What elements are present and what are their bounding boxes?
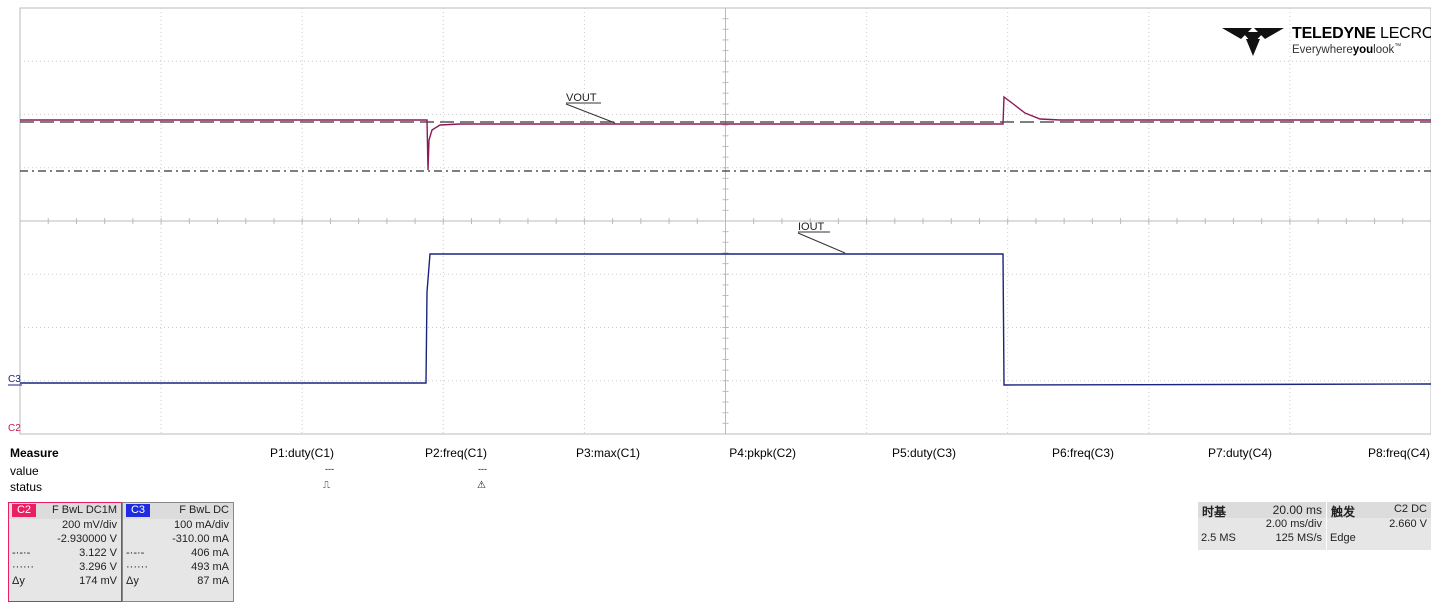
trigger-title: 触发 — [1331, 505, 1356, 519]
measure-table: Measure P1:duty(C1) P2:freq(C1) P3:max(C… — [0, 446, 1431, 498]
timebase-scale: 2.00 ms/div — [1265, 518, 1322, 530]
waveform-display[interactable]: VOUT IOUT C3 C2 TELEDYNE LECROY Everywhe… — [0, 0, 1431, 440]
measure-param-p4[interactable]: P4:pkpk(C2) — [729, 446, 796, 460]
channel2-descriptor[interactable]: C2 F BwL DC1M 200 mV/div -2.930000 V -·-… — [8, 502, 122, 602]
measure-param-p3[interactable]: P3:max(C1) — [575, 446, 640, 460]
measure-param-p2[interactable]: P2:freq(C1) — [424, 446, 487, 460]
c3-cursor1-symbol: -·-·- — [126, 547, 145, 559]
measure-param-p7[interactable]: P7:duty(C4) — [1207, 446, 1272, 460]
vout-label-leader — [565, 103, 616, 124]
measure-param-p8[interactable]: P8:freq(C4) — [1367, 446, 1430, 460]
p1-status-icon: ⎍ — [323, 480, 330, 491]
timebase-rate: 125 MS/s — [1275, 532, 1322, 544]
measure-param-p1[interactable]: P1:duty(C1) — [269, 446, 334, 460]
timebase-descriptor[interactable]: 时基 20.00 ms 2.00 ms/div 2.5 MS 125 MS/s — [1198, 502, 1326, 550]
vout-label: VOUT — [566, 92, 597, 104]
c3-cursor2-symbol: ······ — [126, 561, 148, 573]
measure-status-label: status — [10, 480, 43, 494]
brand-name: TELEDYNE LECROY — [1292, 25, 1431, 42]
measure-value-row: value --- --- — [10, 464, 1430, 480]
c2-cursor2-value: 3.296 V — [79, 561, 117, 573]
c3-offset: -310.00 mA — [172, 533, 229, 545]
brand-tagline: Everywhereyoulook™ — [1292, 43, 1402, 56]
measure-value-label: value — [10, 464, 39, 478]
c2-coupling: F BwL DC1M — [52, 504, 117, 516]
c3-delta-symbol: Δy — [126, 575, 139, 587]
c2-delta-value: 174 mV — [79, 575, 117, 587]
measure-param-p5[interactable]: P5:duty(C3) — [891, 446, 956, 460]
c3-badge: C3 — [126, 504, 150, 517]
timebase-delay: 20.00 ms — [1272, 503, 1322, 517]
p2-status-warning-icon: ⚠ — [477, 480, 486, 491]
teledyne-logo-icon — [1222, 28, 1284, 56]
timebase-points: 2.5 MS — [1201, 532, 1236, 544]
c3-coupling: F BwL DC — [179, 504, 229, 516]
c3-delta-value: 87 mA — [197, 575, 229, 587]
c2-cursor2-symbol: ······ — [12, 561, 34, 573]
trigger-source: C2 DC — [1393, 503, 1427, 515]
measure-status-row: status ⎍ ⚠ — [10, 480, 1430, 496]
channel3-descriptor[interactable]: C3 F BwL DC 100 mA/div -310.00 mA -·-·- 4… — [122, 502, 234, 602]
c2-cursor1-value: 3.122 V — [79, 547, 117, 559]
c3-scale: 100 mA/div — [173, 519, 229, 531]
iout-label: IOUT — [798, 221, 825, 233]
trigger-level: 2.660 V — [1389, 518, 1427, 530]
timebase-title: 时基 — [1202, 505, 1227, 519]
c3-cursor2-value: 493 mA — [191, 561, 229, 573]
c2-offset: -2.930000 V — [57, 533, 117, 545]
vout-waveform — [20, 95, 1431, 171]
c3-ground-marker[interactable]: C3 — [8, 374, 21, 385]
p2-value: --- — [478, 464, 487, 474]
p1-value: --- — [325, 464, 334, 474]
measure-param-p6[interactable]: P6:freq(C3) — [1051, 446, 1114, 460]
teledyne-lecroy-logo: TELEDYNE LECROY Everywhereyoulook™ — [1222, 24, 1431, 60]
trigger-descriptor[interactable]: 触发 C2 DC 2.660 V Edge — [1327, 502, 1431, 550]
trigger-type: Edge — [1330, 532, 1356, 544]
waveform-grid — [8, 7, 1431, 435]
c2-cursor1-symbol: -·-·- — [12, 547, 31, 559]
c2-badge: C2 — [12, 504, 36, 517]
c2-delta-symbol: Δy — [12, 575, 25, 587]
measure-header-row: Measure P1:duty(C1) P2:freq(C1) P3:max(C… — [10, 446, 1430, 462]
c2-scale: 200 mV/div — [61, 519, 117, 531]
c2-ground-marker[interactable]: C2 — [8, 423, 21, 434]
iout-label-leader — [797, 232, 846, 254]
c3-cursor1-value: 406 mA — [191, 547, 229, 559]
iout-waveform — [20, 253, 1431, 386]
measure-title[interactable]: Measure — [10, 446, 59, 460]
